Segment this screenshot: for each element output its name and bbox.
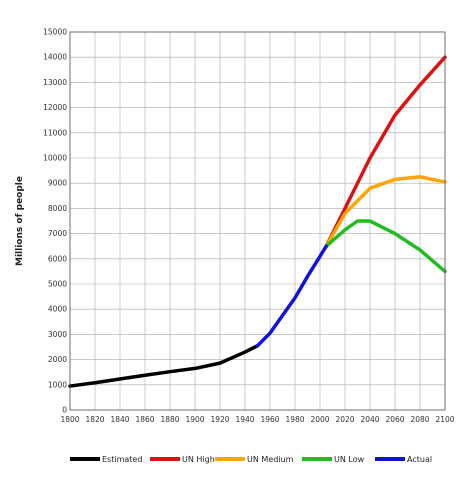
plot-frame (69, 31, 446, 411)
series-line-un-low (324, 219, 447, 274)
series-line-estimated (68, 343, 260, 388)
x-tick-label: 2060 (385, 415, 404, 424)
y-tick-label: 4000 (48, 305, 67, 314)
y-tick-label: 7000 (48, 229, 67, 238)
x-tick-label: 2020 (335, 415, 354, 424)
series-line-actual (255, 244, 328, 348)
x-tick-label: 1820 (85, 415, 104, 424)
y-tick-label: 8000 (48, 204, 67, 213)
legend-item-actual: Actual (375, 455, 432, 464)
y-tick-label: 14000 (43, 53, 67, 62)
y-tick-label: 2000 (48, 355, 67, 364)
x-tick-label: 1860 (135, 415, 154, 424)
x-tick-label: 1940 (235, 415, 254, 424)
y-tick-label: 0 (62, 406, 67, 415)
legend-label: UN Medium (247, 455, 294, 464)
series-line-un-high (324, 55, 447, 248)
y-tick-label: 10000 (43, 154, 67, 163)
legend: Estimated UN High UN Medium UN Low Actual (70, 455, 432, 464)
legend-item-un-low: UN Low (302, 455, 365, 464)
legend-label: UN High (182, 455, 215, 464)
x-tick-label: 1980 (285, 415, 304, 424)
legend-item-un-high: UN High (150, 455, 215, 464)
plot-background (70, 32, 445, 410)
y-tick-label: 13000 (43, 78, 67, 87)
x-tick-label: 1920 (210, 415, 229, 424)
y-tick-label: 5000 (48, 280, 67, 289)
x-tick-label: 2040 (360, 415, 379, 424)
x-tick-label: 2000 (310, 415, 329, 424)
x-tick-label: 2080 (410, 415, 429, 424)
legend-label: Actual (407, 455, 432, 464)
series-lines (68, 55, 447, 388)
x-axis-tick-labels: 1800 1820 1840 1860 1880 1900 1920 1940 1960 1980… (60, 415, 454, 424)
y-tick-label: 9000 (48, 179, 67, 188)
x-tick-label: 2100 (435, 415, 454, 424)
y-axis-label: Millions of people (15, 176, 25, 266)
y-axis-tick-labels: 0 1000 2000 3000 4000 5000 6000 7000 8000 9000 100… (43, 28, 67, 415)
series-line-un-medium (324, 175, 447, 248)
x-tick-label: 1840 (110, 415, 129, 424)
x-tick-label: 1880 (160, 415, 179, 424)
y-tick-label: 12000 (43, 103, 67, 112)
y-tick-label: 11000 (43, 128, 67, 137)
legend-label: UN Low (334, 455, 365, 464)
legend-item-un-medium: UN Medium (215, 455, 294, 464)
x-tick-label: 1800 (60, 415, 79, 424)
y-tick-label: 1000 (48, 380, 67, 389)
y-tick-label: 15000 (43, 28, 67, 37)
x-tick-label: 1900 (185, 415, 204, 424)
grid-lines (69, 31, 446, 411)
legend-label: Estimated (102, 455, 142, 464)
y-tick-label: 6000 (48, 254, 67, 263)
x-tick-label: 1960 (260, 415, 279, 424)
legend-item-estimated: Estimated (70, 455, 142, 464)
y-tick-label: 3000 (48, 330, 67, 339)
